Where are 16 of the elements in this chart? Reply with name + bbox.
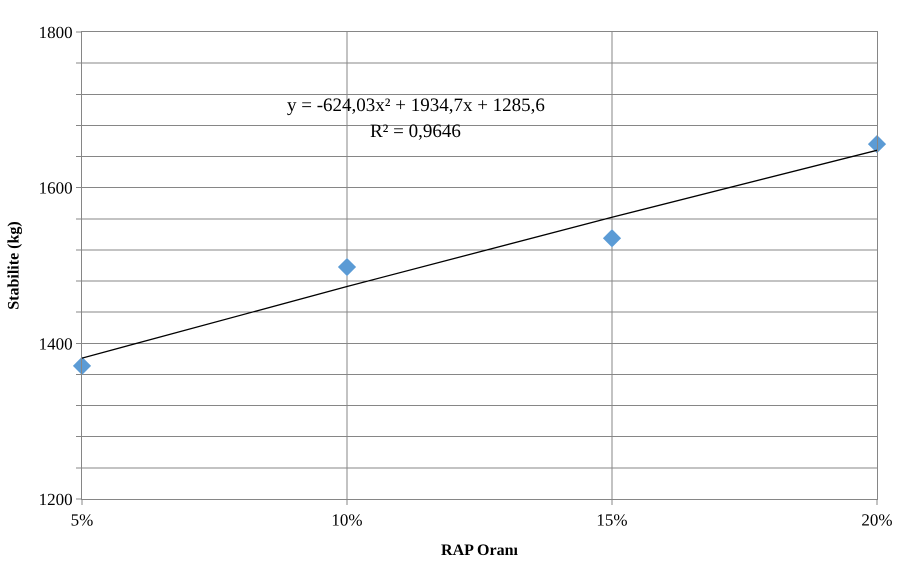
y-axis-title: Stabilite (kg) (6, 221, 22, 310)
x-tick-label: 20% (861, 510, 893, 530)
x-tick-label: 15% (596, 510, 628, 530)
point (868, 134, 886, 154)
x-axis-title: RAP Oranı (441, 542, 518, 560)
annotation: R² = 0,9646 (370, 121, 461, 142)
point (338, 258, 356, 276)
annotation: y = -624,03x² + 1934,7x + 1285,6 (287, 95, 545, 116)
x-tick-label: 10% (331, 510, 363, 530)
x-tick-label: 5% (70, 510, 94, 530)
y-tick-label: 1200 (38, 490, 73, 509)
y-tick-label: 1600 (38, 178, 73, 198)
y-tick-label: 1400 (38, 334, 73, 354)
point (72, 356, 92, 376)
point (602, 229, 622, 248)
y-tick-label: 1800 (38, 22, 73, 42)
